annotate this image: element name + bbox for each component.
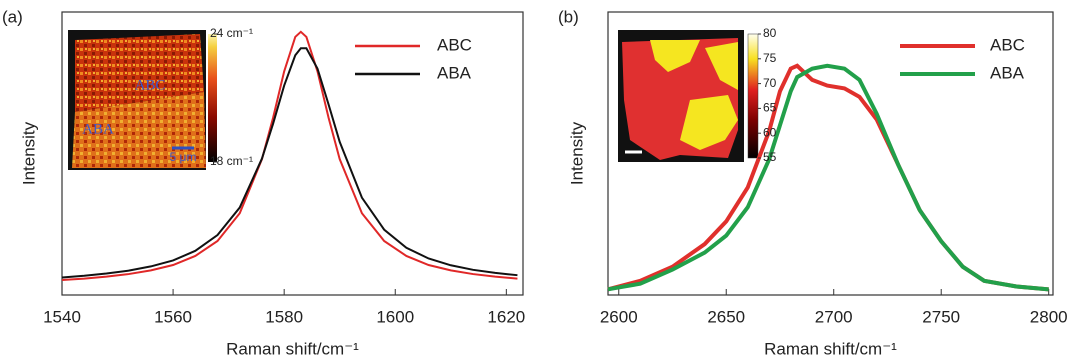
- colorbar-label: 55: [763, 150, 777, 164]
- x-tick-label: 1580: [265, 307, 303, 326]
- legend-label: ABC: [437, 35, 472, 54]
- x-axis-label: Raman shift/cm⁻¹: [226, 339, 359, 358]
- colorbar-label: 75: [763, 51, 777, 65]
- colorbar-label: 60: [763, 125, 777, 139]
- y-axis-label: Intensity: [19, 121, 38, 185]
- x-tick-label: 2700: [815, 307, 853, 326]
- colorbar-label: 70: [763, 76, 777, 90]
- panel-label: (a): [2, 7, 23, 26]
- scale-bar-label: 5 μm: [170, 150, 197, 164]
- x-axis-label: Raman shift/cm⁻¹: [764, 339, 897, 358]
- x-tick-label: 1620: [487, 307, 525, 326]
- x-tick-label: 1600: [376, 307, 414, 326]
- inset-map-b: [618, 30, 758, 162]
- x-tick-label: 1540: [43, 307, 81, 326]
- legend-label: ABA: [437, 63, 472, 82]
- x-tick-label: 2650: [707, 307, 745, 326]
- colorbar-label: 65: [763, 101, 777, 115]
- inset-label: ABA: [82, 121, 114, 137]
- inset-label: ABC: [135, 77, 166, 93]
- figure: (a) Intensity Raman shift/cm⁻¹ 1540 1560 1580…: [0, 0, 1076, 360]
- panel-label: (b): [558, 7, 579, 26]
- x-tick-label: 2800: [1030, 307, 1068, 326]
- legend-label: ABC: [990, 35, 1025, 54]
- colorbar-label: 80: [763, 26, 777, 40]
- x-tick-label: 1560: [154, 307, 192, 326]
- colorbar-label: 24 cm⁻¹: [210, 26, 253, 40]
- x-tick-label: 2750: [922, 307, 960, 326]
- legend-label: ABA: [990, 63, 1025, 82]
- inset-map-a: [68, 30, 217, 170]
- x-tick-label: 2600: [600, 307, 638, 326]
- colorbar-label: 18 cm⁻¹: [210, 154, 253, 168]
- y-axis-label: Intensity: [567, 121, 586, 185]
